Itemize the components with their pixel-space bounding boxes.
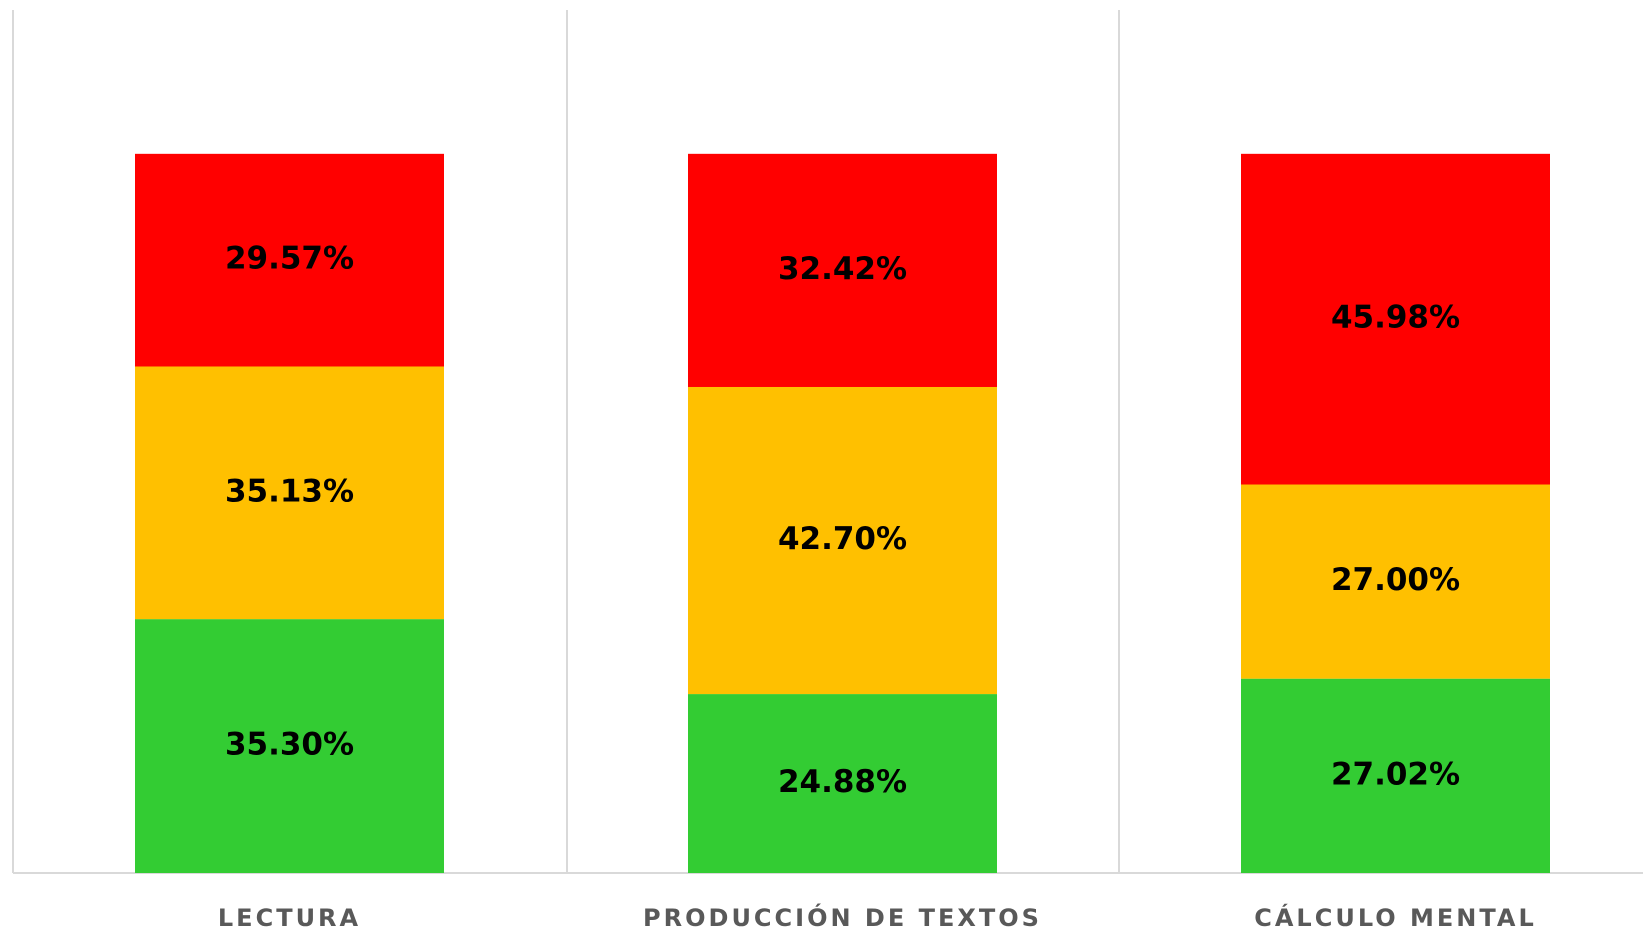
data-label: 42.70% bbox=[778, 521, 907, 557]
x-tick-label: PRODUCCIÓN DE TEXTOS bbox=[643, 902, 1042, 932]
data-label: 29.57% bbox=[225, 241, 354, 277]
data-label: 32.42% bbox=[778, 251, 907, 287]
bar-segment bbox=[1241, 153, 1550, 485]
bar-segment bbox=[688, 153, 997, 387]
x-tick-label: LECTURA bbox=[218, 904, 361, 932]
bar-segment bbox=[1241, 484, 1550, 679]
bar-segment bbox=[688, 386, 997, 695]
data-label: 27.02% bbox=[1331, 756, 1460, 792]
bar-segment bbox=[1241, 678, 1550, 873]
data-label: 27.00% bbox=[1331, 562, 1460, 598]
data-label: 24.88% bbox=[778, 764, 907, 800]
bar-segment bbox=[135, 153, 444, 367]
data-label: 35.13% bbox=[225, 473, 354, 509]
data-label: 45.98% bbox=[1331, 300, 1460, 336]
bar-segment bbox=[688, 694, 997, 873]
data-label: 35.30% bbox=[225, 727, 354, 763]
x-tick-label: CÁLCULO MENTAL bbox=[1254, 903, 1537, 932]
bar-segment bbox=[135, 619, 444, 873]
bar-segment bbox=[135, 366, 444, 620]
